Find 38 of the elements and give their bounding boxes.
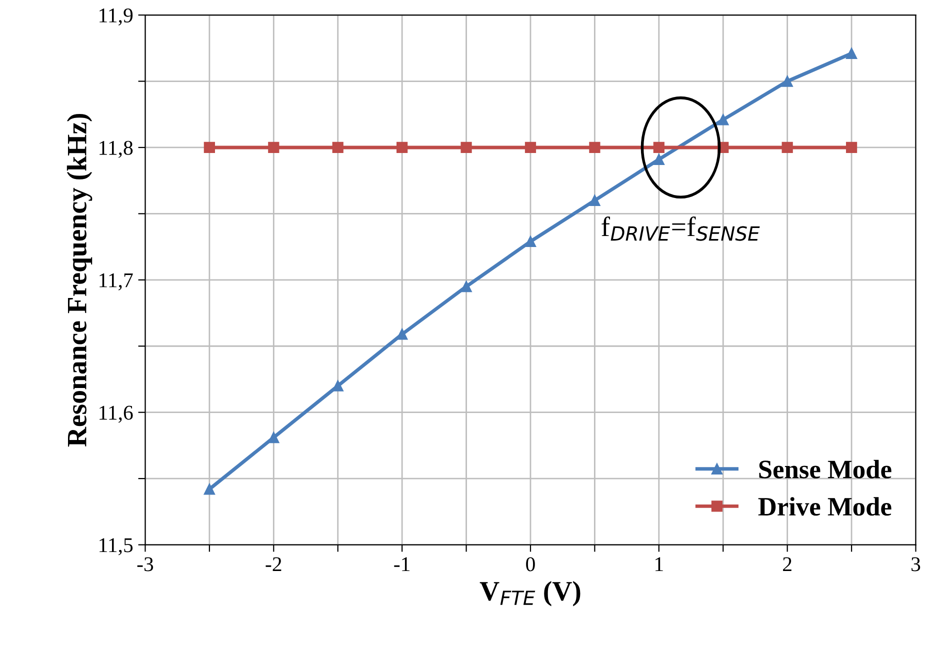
- y-tick-label: 11,6: [100, 406, 133, 423]
- x-tick-label: 1: [656, 557, 663, 572]
- point: [782, 142, 793, 154]
- point: [396, 142, 408, 154]
- x-tick-label: 3: [912, 557, 920, 572]
- point: [332, 380, 344, 392]
- point: [460, 142, 472, 154]
- point: [846, 48, 858, 60]
- point: [204, 484, 215, 495]
- point: [524, 142, 536, 154]
- point: [524, 236, 536, 248]
- y-tick-label: 11,5: [100, 538, 133, 556]
- x-tick-label: -2: [266, 557, 282, 572]
- annotation: f$_{DRIVE}$=f$_{SENSE}$: [602, 216, 760, 241]
- point: [268, 142, 280, 154]
- point: [718, 114, 729, 126]
- x-tick-label: -3: [137, 557, 154, 572]
- x-tick-label: 0: [526, 557, 535, 572]
- point: [653, 154, 664, 165]
- point: [589, 194, 600, 206]
- point: [460, 280, 472, 292]
- point: [268, 432, 280, 444]
- point: [396, 328, 408, 340]
- point: [589, 142, 600, 154]
- point: [332, 142, 344, 154]
- point: [204, 142, 215, 154]
- legend-label: Sense Mode: [759, 460, 892, 478]
- y-tick-label: 11,8: [100, 140, 133, 158]
- y-tick-label: 11,9: [100, 8, 133, 26]
- point: [846, 142, 858, 154]
- y-axis-title: Resonance Frequency (kHz): [66, 114, 92, 447]
- legend-label: Drive Mode: [758, 497, 892, 516]
- y-tick-label: 11,7: [100, 273, 133, 290]
- x-tick-label: 2: [783, 557, 792, 572]
- point: [782, 76, 793, 87]
- x-axis-title: V$_{FTE}$ (V): [480, 581, 580, 606]
- x-tick-label: -1: [394, 557, 410, 572]
- point: [653, 142, 664, 154]
